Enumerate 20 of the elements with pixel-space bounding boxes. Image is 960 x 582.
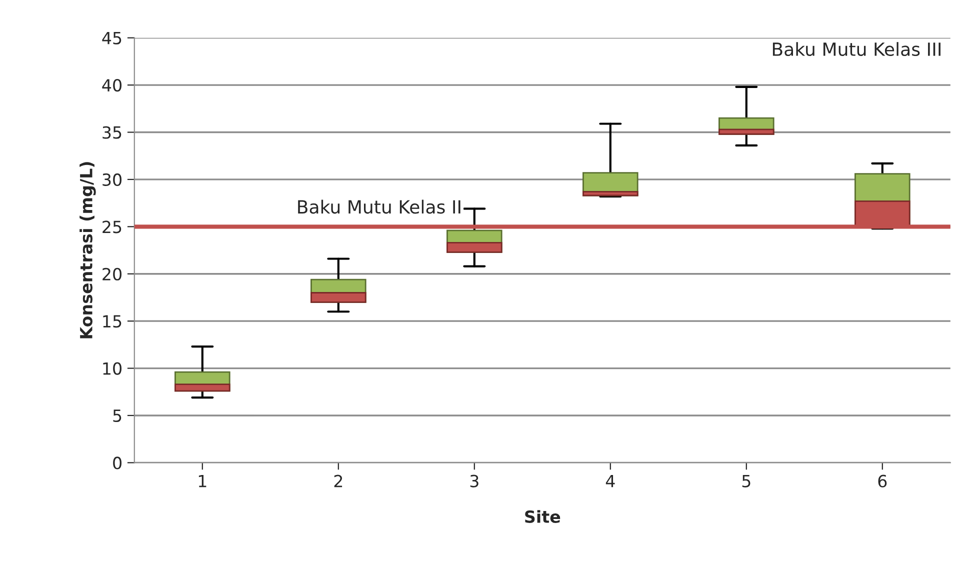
x-axis-title: Site (525, 510, 560, 523)
y-tick-label: 20 (102, 268, 122, 280)
x-tick-label: 4 (606, 475, 615, 488)
x-tick-label: 2 (334, 474, 342, 488)
y-tick-label: 35 (102, 126, 122, 139)
x-tick-label: 5 (742, 475, 750, 488)
y-tick-label: 45 (102, 32, 122, 44)
x-tick-label: 1 (198, 475, 206, 488)
x-tick-label: 6 (878, 474, 887, 488)
y-tick-label: 0 (113, 456, 122, 470)
y-tick-label: 15 (103, 315, 122, 328)
y-axis-title: Konsentrasi (mg/L) (80, 162, 96, 338)
y-tick-label: 25 (102, 220, 122, 234)
y-tick-label: 10 (103, 362, 122, 375)
y-tick-label: 40 (102, 79, 122, 92)
annotation: Baku Mutu Kelas III (772, 42, 940, 56)
y-tick-label: 30 (102, 173, 122, 186)
x-tick-label: 3 (470, 474, 478, 488)
ref-line-label: Baku Mutu Kelas II (298, 200, 460, 214)
y-tick-label: 5 (113, 410, 122, 422)
